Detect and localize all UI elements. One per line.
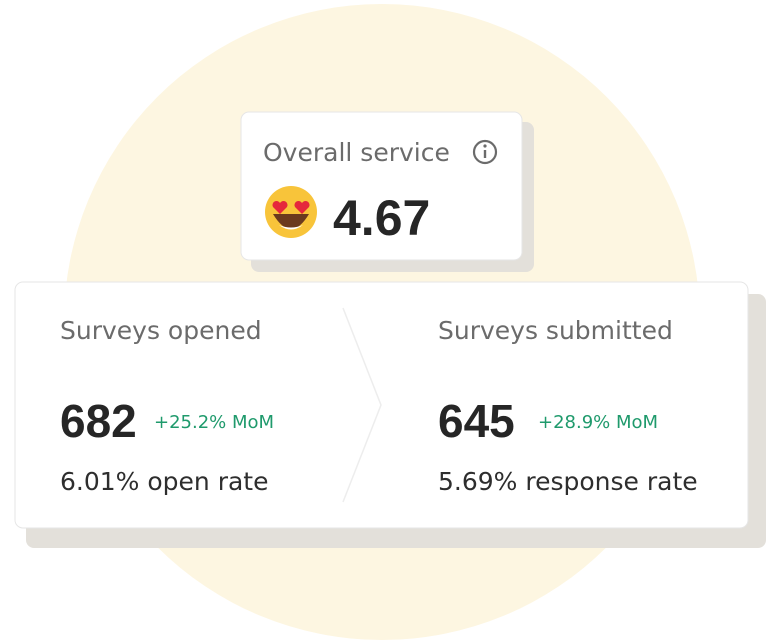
emoji — [265, 186, 317, 238]
metric-title: Surveys opened — [60, 316, 262, 345]
divider — [342, 307, 382, 503]
metric-change: +25.2% MoM — [154, 412, 274, 433]
metric-count: 682 — [60, 395, 137, 447]
metric-count: 645 — [438, 395, 515, 447]
info-icon[interactable] — [472, 139, 498, 165]
metric-rate: 5.69% response rate — [438, 467, 698, 496]
metric-title: Surveys submitted — [438, 316, 673, 345]
metric-rate: 6.01% open rate — [60, 467, 268, 496]
overall-label: Overall service — [263, 138, 450, 167]
overall-score: 4.67 — [333, 190, 430, 246]
metric-change: +28.9% MoM — [538, 412, 658, 433]
